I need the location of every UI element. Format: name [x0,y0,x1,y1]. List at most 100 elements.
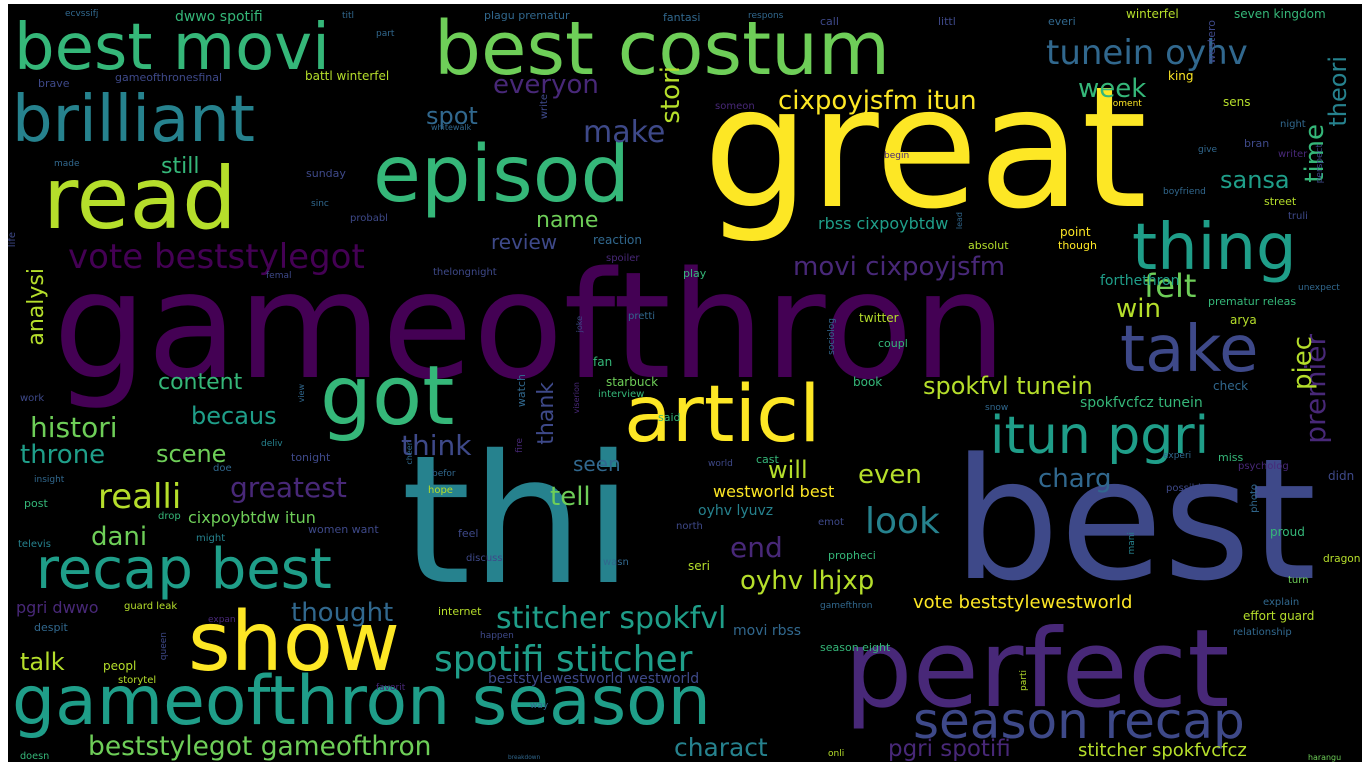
word-relationship: relationship [1233,627,1292,638]
word-name: name [536,208,599,233]
word-seen: seen [573,452,621,476]
word-harangu: harangu [1308,753,1342,762]
word-becaus: becaus [191,402,277,430]
word-femal: femal [266,271,292,281]
word-peopl: peopl [103,659,137,673]
word-made: made [54,159,80,169]
word-parti: parti [1019,670,1029,691]
word-vote-beststylegot: vote beststylegot [68,237,365,277]
word-explain: explain [1263,597,1300,608]
word-theori: theori [1324,56,1352,127]
word-still: still [161,154,200,179]
word-charact: charact [674,733,768,762]
word-book: book [853,375,883,389]
word-night: night [1280,119,1306,130]
word-articl: articl [624,370,821,460]
word-stitcher-spokfvl: stitcher spokfvl [496,601,727,636]
word-king: king [1168,69,1194,83]
word-bran: bran [1244,137,1270,150]
word-perfect: perfect [844,607,1230,732]
word-turn: turn [1288,575,1309,586]
word-season-eight: season eight [820,641,891,654]
word-episod: episod [373,130,631,220]
word-littl: littl [938,15,956,28]
word-cixpoyjsfm-itun: cixpoyjsfm itun [778,86,977,116]
word-miss: miss [1218,451,1244,464]
word-realli: realli [98,477,182,517]
word-spokfvcfcz-tunein: spokfvcfcz tunein [1080,395,1203,411]
word-respons: respons [748,11,784,21]
word-might: might [196,533,226,544]
word-write: write [539,94,550,120]
word-best: best [953,422,1317,618]
word-tunein-oyhv: tunein oyhv [1046,33,1248,73]
word-expan: expan [208,615,236,625]
word-effort-guard: effort guard [1243,609,1315,623]
word-twitter: twitter [859,311,899,325]
word-truli: truli [1288,211,1308,222]
word-discuss: discuss [466,553,503,564]
word-check: check [1213,379,1249,393]
word-dragon: dragon [1323,553,1361,565]
word-perspect: perspect [1315,144,1325,184]
word-give: give [1198,145,1218,155]
word-doesn: doesn [20,751,50,762]
word-felt: felt [1144,267,1197,305]
word-breakdown: breakdown [508,755,541,761]
word-feel: feel [458,527,479,540]
word-win: win [1116,294,1161,324]
word-drop: drop [158,511,181,522]
word-way: way [530,701,549,711]
word-season-recap: season recap [913,692,1245,750]
word-greatest: greatest [230,471,347,504]
word-even: even [858,460,922,490]
word-westworld-best: westworld best [713,482,835,501]
word-favorit: favorit [376,683,406,693]
word-show: show [188,595,400,690]
word-watch: watch [515,374,528,408]
word-fire: fire [515,438,525,453]
word-scene: scene [156,440,227,468]
word-post: post [24,497,48,510]
word-great: great [703,50,1148,246]
word-work: work [20,393,45,404]
word-snow: snow [985,403,1009,413]
word-psycholog: psycholog [1238,461,1289,472]
word-beststylewestworld-westworld: beststylewestworld westworld [488,671,700,687]
word-spoiler: spoiler [606,253,640,264]
word-whitewalk: whitewalk [431,123,472,132]
word-read: read [43,149,237,249]
word-fan: fan [593,355,613,369]
word-histori: histori [30,411,118,444]
word-look: look [865,501,940,542]
word-battl-winterfel: battl winterfel [305,69,390,83]
word-sinc: sinc [311,199,329,209]
word-titl: titl [342,11,355,21]
word-north: north [676,521,703,532]
word-doe: doe [213,463,232,474]
word-queen: queen [159,632,169,661]
word-internet: internet [438,605,482,618]
word-possibl: possibl [1166,483,1201,494]
word-thank: thank [534,382,559,445]
word-experi: experi [1163,451,1192,461]
word-tonight: tonight [291,451,331,464]
word-interview: interview [598,389,645,400]
word-despit: despit [34,621,68,634]
word-gameofthron: gameofthron [53,240,1007,412]
word-seri: seri [688,559,710,573]
word-pgri-spotifi: pgri spotifi [888,736,1011,762]
word-spotifi-stitcher: spotifi stitcher [434,639,693,680]
word-best-movi: best movi [14,11,330,85]
word-think: think [401,429,472,462]
word-forthethron: forthethron [1100,273,1180,289]
word-spokfvl-tunein: spokfvl tunein [923,372,1093,400]
word-brilliant: brilliant [12,83,255,157]
word-got: got [320,349,455,444]
word-end: end [730,531,783,564]
word-movi-rbss: movi rbss [733,623,802,639]
word-thing: thing [1132,211,1297,285]
word-week: week [1078,74,1147,104]
word-gameofthron-season: gameofthron season [12,662,711,741]
word-deliv: deliv [261,439,283,449]
